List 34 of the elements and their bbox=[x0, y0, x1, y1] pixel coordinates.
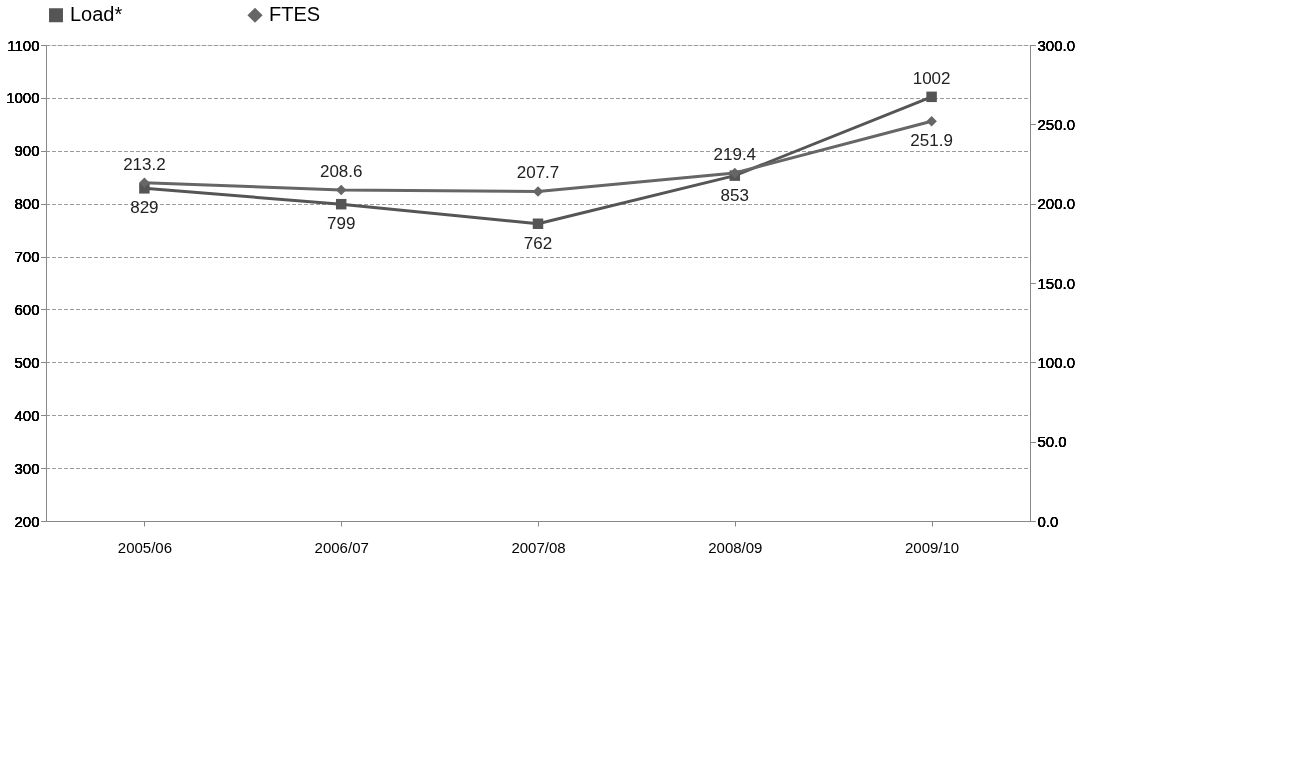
y2-tick-label: 150.0 bbox=[1037, 274, 1076, 292]
data-label: 251.9 bbox=[910, 131, 953, 151]
x-tick-label: 2008/09 bbox=[708, 538, 763, 556]
data-label: 829 bbox=[130, 198, 159, 218]
y2-tick-label: 300.0 bbox=[1037, 36, 1076, 54]
legend-label: Load* bbox=[70, 3, 123, 26]
y-tick-label: 200 bbox=[14, 512, 40, 530]
data-label: 853 bbox=[720, 185, 749, 205]
y-tick-label: 1000 bbox=[6, 89, 40, 107]
x-tick-label: 2006/07 bbox=[314, 538, 369, 556]
data-label: 762 bbox=[523, 233, 553, 253]
x-tick-label: 2009/10 bbox=[904, 538, 960, 556]
x-tick-label: 2005/06 bbox=[117, 538, 173, 556]
y-tick-label: 1100 bbox=[7, 36, 40, 54]
data-label: 207.7 bbox=[516, 163, 560, 183]
y-tick-label: 600 bbox=[14, 300, 40, 318]
y-tick-label: 900 bbox=[14, 142, 40, 160]
y-tick-label: 400 bbox=[14, 406, 40, 424]
x-tick-label: 2007/08 bbox=[511, 538, 566, 556]
y2-tick-label: 50.0 bbox=[1037, 433, 1067, 451]
y-tick-label: 800 bbox=[14, 195, 40, 213]
y-tick-label: 700 bbox=[14, 248, 40, 266]
y2-tick-label: 200.0 bbox=[1037, 195, 1076, 213]
data-label: 208.6 bbox=[319, 162, 363, 182]
y-tick-label: 500 bbox=[14, 353, 40, 371]
legend-label: FTES bbox=[269, 3, 321, 26]
y2-tick-label: 100.0 bbox=[1037, 353, 1076, 371]
y2-tick-label: 0.0 bbox=[1037, 512, 1059, 530]
data-label: 1002 bbox=[912, 68, 951, 88]
y2-tick-label: 250.0 bbox=[1037, 115, 1076, 133]
data-label: 213.2 bbox=[123, 154, 166, 174]
data-label: 219.4 bbox=[713, 144, 757, 164]
y-tick-label: 300 bbox=[14, 459, 40, 477]
data-label: 799 bbox=[327, 214, 356, 234]
